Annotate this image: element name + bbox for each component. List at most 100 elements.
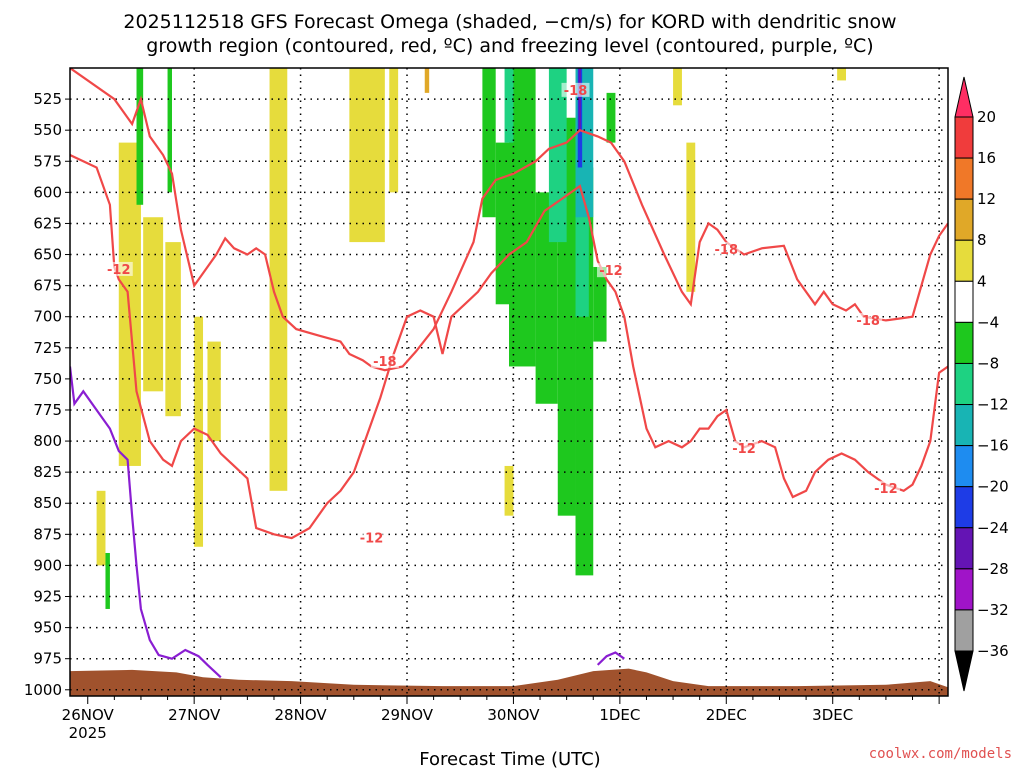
- ytick-label-825: 825: [33, 463, 62, 481]
- contour-label-0: -18: [373, 355, 397, 370]
- contour-label-6: -12: [732, 442, 756, 457]
- colorbar-label-10: −24: [977, 519, 1009, 537]
- credit-text: coolwx.com/models: [869, 746, 1012, 762]
- colorbar-label-2: 12: [977, 190, 996, 208]
- ytick-label-925: 925: [33, 588, 62, 606]
- colorbar-bin-7: [954, 404, 974, 447]
- omega-region-4-6: [269, 68, 288, 491]
- omega-region-neg4-3: [482, 68, 496, 218]
- contour-line-2: [70, 366, 222, 679]
- ytick-label-675: 675: [33, 277, 62, 295]
- omega-region-neg4-4: [495, 142, 509, 305]
- colorbar-bin-8: [954, 445, 974, 488]
- colorbar-bin-6: [954, 362, 974, 406]
- contour-label-1: -18: [715, 243, 739, 258]
- omega-region-neg4-1: [167, 68, 172, 193]
- terrain-layer: [70, 668, 948, 696]
- ytick-label-525: 525: [33, 90, 62, 108]
- ytick-label-725: 725: [33, 339, 62, 357]
- ytick-label-575: 575: [33, 152, 62, 170]
- contour-line-3: [596, 651, 625, 666]
- contour-label-bg-4: [357, 530, 386, 545]
- colorbar-label-5: −4: [977, 313, 999, 331]
- contour-label-bg-5: [596, 263, 625, 278]
- xtick-year-label: 2025: [69, 724, 107, 742]
- chart-title-line1: 2025112518 GFS Forecast Omega (shaded, −…: [123, 11, 896, 33]
- omega-region-neg8-0: [504, 68, 514, 143]
- colorbar-label-6: −8: [977, 354, 999, 372]
- contour-label-5: -12: [599, 264, 623, 279]
- colorbar-bin-1: [954, 157, 974, 200]
- terrain-surface: [70, 668, 948, 696]
- colorbar-bin-2: [954, 198, 974, 241]
- colorbar-bin-0: [954, 116, 974, 159]
- omega-region-4-8: [389, 68, 399, 193]
- omega-region-4-12: [837, 68, 847, 81]
- omega-region-neg28-0: [578, 68, 581, 131]
- colorbar-bin-5: [954, 321, 974, 364]
- contour-layer: -18 -18 -18 -12 -12 -12 -12 -12 -18: [70, 68, 948, 679]
- ytick-label-900: 900: [33, 556, 62, 574]
- omega-region-4-7: [349, 68, 385, 243]
- contour-line-1: [70, 154, 948, 540]
- colorbar-top-arrow: [954, 76, 974, 118]
- colorbar-label-7: −12: [977, 396, 1009, 414]
- colorbar-bottom-arrow: [954, 650, 974, 692]
- colorbar: 20 16 12 8 4 −4 −8 −12 −16 −20 −24 −28 −32 −36: [954, 76, 1009, 692]
- omega-region-4-1: [143, 217, 164, 392]
- omega-region-4-11: [686, 142, 696, 292]
- colorbar-bin-9: [954, 486, 974, 529]
- ytick-label-975: 975: [33, 650, 62, 668]
- xtick-label-6: 2DEC: [706, 706, 747, 724]
- ytick-label-850: 850: [33, 494, 62, 512]
- colorbar-label-11: −28: [977, 560, 1009, 578]
- colorbar-label-12: −32: [977, 601, 1009, 619]
- xtick-label-1: 27NOV: [168, 706, 221, 724]
- omega-region-neg4-6: [535, 192, 558, 404]
- colorbar-label-0: 20: [977, 108, 996, 126]
- y-axis: 525 550 575 600 625 650 675 700 725 750 775 800 825 8…: [24, 90, 70, 699]
- colorbar-bin-11: [954, 568, 974, 611]
- x-axis-label: Forecast Time (UTC): [419, 749, 600, 768]
- omega-region-neg4-0: [136, 68, 144, 205]
- colorbar-bin-10: [954, 527, 974, 570]
- ytick-label-875: 875: [33, 525, 62, 543]
- contour-label-bg-8: [561, 82, 590, 97]
- omega-region-4-10: [673, 68, 682, 106]
- xtick-label-7: 3DEC: [812, 706, 853, 724]
- contour-label-2: -18: [856, 314, 880, 329]
- ytick-label-600: 600: [33, 183, 62, 201]
- omega-region-neg4-2: [105, 552, 110, 609]
- contour-label-bg-2: [854, 312, 883, 327]
- contour-label-bg-1: [712, 242, 741, 257]
- contour-label-8: -18: [564, 84, 588, 99]
- contour-label-7: -12: [874, 482, 898, 497]
- xtick-label-2: 28NOV: [275, 706, 328, 724]
- ytick-label-625: 625: [33, 214, 62, 232]
- colorbar-label-8: −16: [977, 437, 1009, 455]
- omega-region-neg4-10: [606, 92, 616, 143]
- contour-label-bg-0: [370, 353, 399, 368]
- ytick-label-650: 650: [33, 246, 62, 264]
- chart-title-line2: growth region (contoured, red, ºC) and f…: [146, 35, 873, 57]
- ytick-label-950: 950: [33, 619, 62, 637]
- xtick-label-5: 1DEC: [599, 706, 640, 724]
- ytick-label-750: 750: [33, 370, 62, 388]
- colorbar-bin-4: [954, 280, 974, 323]
- ytick-label-775: 775: [33, 401, 62, 419]
- ytick-label-700: 700: [33, 308, 62, 326]
- colorbar-bin-12: [954, 609, 974, 652]
- contour-label-bg-3: [104, 261, 133, 276]
- omega-region-4-3: [96, 490, 106, 566]
- colorbar-label-1: 16: [977, 149, 996, 167]
- omega-shading-layer: [96, 68, 847, 609]
- colorbar-label-9: −20: [977, 478, 1009, 496]
- contour-label-bg-7: [871, 480, 900, 495]
- xtick-label-4: 30NOV: [487, 706, 540, 724]
- contour-label-3: -12: [107, 263, 131, 278]
- omega-region-4-9: [504, 465, 514, 516]
- omega-region-8-0: [424, 68, 430, 93]
- xtick-label-0: 26NOV: [62, 706, 115, 724]
- contour-label-bg-6: [730, 441, 759, 456]
